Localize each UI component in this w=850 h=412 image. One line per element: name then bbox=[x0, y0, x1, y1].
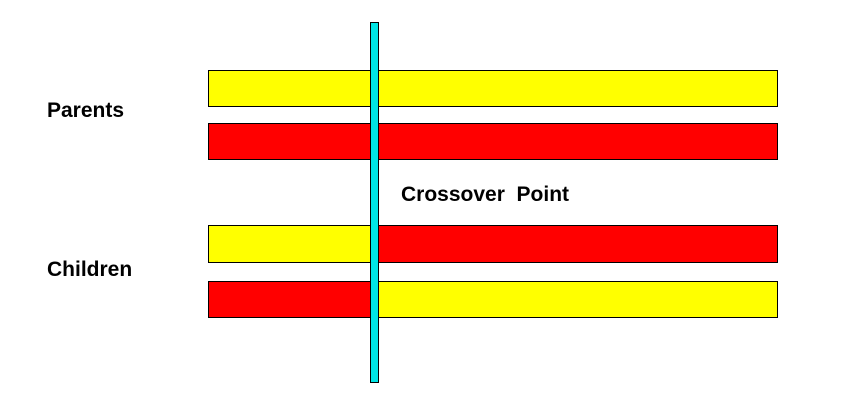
parent-1-segment-right bbox=[374, 70, 778, 107]
parent-2-segment-left bbox=[208, 123, 375, 160]
parent-2-segment-right bbox=[374, 123, 778, 160]
crossover-point-label: Crossover Point bbox=[401, 183, 570, 206]
child-1-segment-right bbox=[374, 225, 778, 263]
child-2-segment-right bbox=[374, 281, 778, 318]
child-2-segment-left bbox=[208, 281, 375, 318]
children-label: Children bbox=[47, 258, 133, 281]
parents-label: Parents bbox=[47, 99, 125, 122]
child-1-segment-left bbox=[208, 225, 375, 263]
crossover-line bbox=[370, 22, 379, 383]
parent-1-segment-left bbox=[208, 70, 375, 107]
